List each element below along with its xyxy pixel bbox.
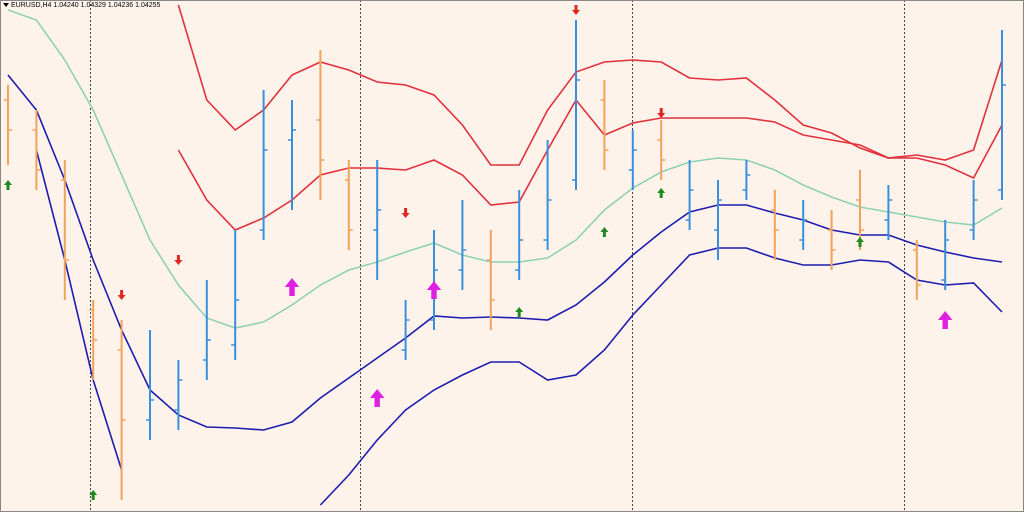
signal-arrow [401, 208, 410, 218]
signal-arrow [657, 188, 666, 198]
signal-arrow [4, 180, 12, 190]
signal-arrow [117, 290, 126, 300]
signal-arrow [515, 307, 524, 317]
indicator-line [35, 149, 1003, 506]
signal-arrow [426, 281, 442, 299]
indicator-line [7, 9, 1003, 329]
signal-arrow [89, 490, 98, 500]
signal-arrow [370, 389, 385, 407]
indicator-line [177, 98, 1003, 231]
plot-area [4, 4, 1006, 506]
signal-arrow [657, 108, 666, 118]
chart-title: EURUSD,H4 1.04240 1.04329 1.04236 1.0425… [11, 2, 161, 9]
signal-arrow [572, 5, 580, 15]
symbol-menu-icon[interactable] [3, 3, 9, 7]
signal-arrow [938, 311, 953, 329]
signal-arrow [600, 227, 609, 237]
signal-arrow [174, 255, 183, 265]
signal-arrow [856, 237, 864, 247]
indicator-line [7, 74, 1003, 431]
indicator-line [177, 4, 1003, 166]
signal-arrow [284, 278, 300, 296]
